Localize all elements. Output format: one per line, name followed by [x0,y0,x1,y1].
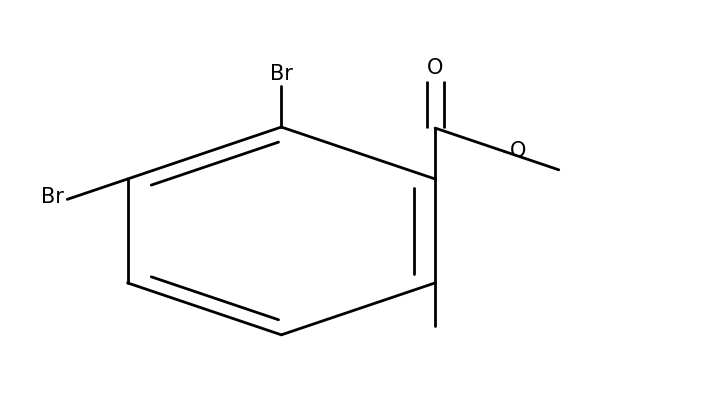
Text: Br: Br [270,64,293,84]
Text: Br: Br [41,188,64,207]
Text: O: O [427,58,444,78]
Text: O: O [510,142,526,161]
